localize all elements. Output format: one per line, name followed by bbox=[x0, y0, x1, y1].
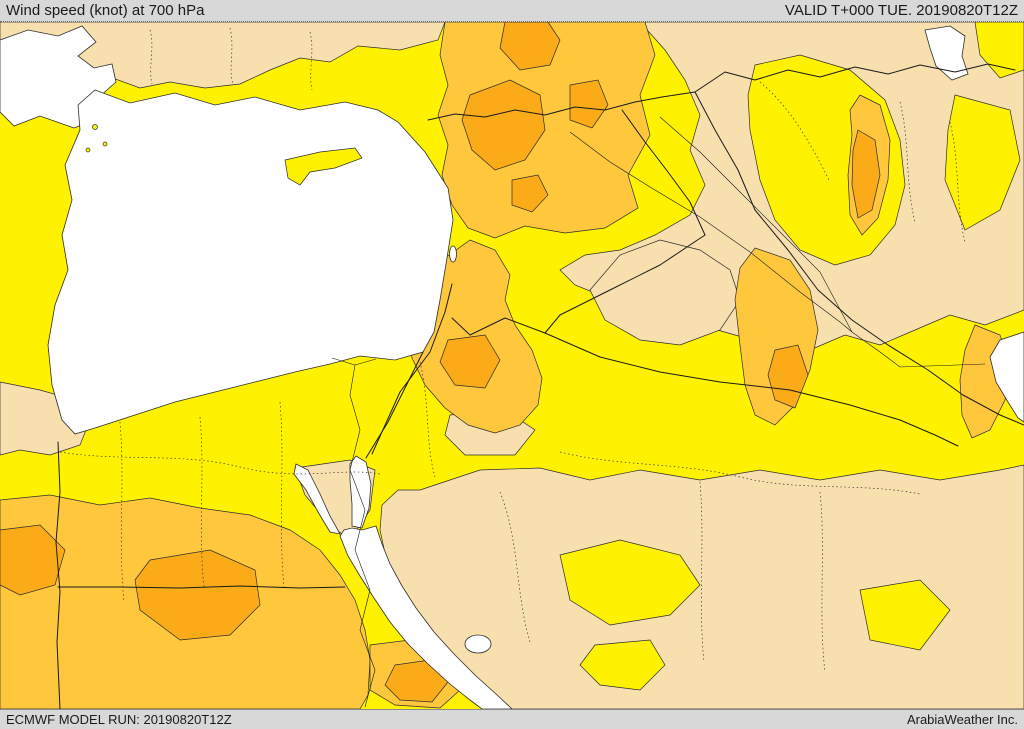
border-egypt-sudan bbox=[57, 585, 346, 589]
border-saudi-iraq bbox=[544, 332, 959, 447]
aegean-island bbox=[92, 124, 98, 130]
islands bbox=[85, 124, 363, 186]
border-jordan-saudi bbox=[451, 317, 546, 336]
red-sea bbox=[339, 525, 513, 709]
border-turkey-south bbox=[427, 91, 696, 121]
orange-core bbox=[461, 79, 546, 171]
gold-syria-region bbox=[437, 22, 656, 239]
persian-gulf bbox=[989, 331, 1024, 423]
border-egypt-libya bbox=[55, 441, 61, 709]
orange-core bbox=[134, 549, 261, 641]
admin-line bbox=[279, 401, 285, 588]
country-borders bbox=[55, 63, 1024, 709]
admin-line bbox=[229, 27, 234, 85]
admin-line bbox=[149, 29, 153, 85]
admin-line bbox=[119, 421, 125, 603]
orange-core bbox=[511, 174, 549, 213]
aegean-island bbox=[85, 147, 91, 153]
admin-line bbox=[419, 361, 436, 478]
valid-time-label: VALID T+000 TUE. 20190820T12Z bbox=[784, 2, 1018, 19]
admin-line bbox=[949, 121, 966, 243]
shatt-al-arab bbox=[851, 331, 986, 368]
credit-label: ArabiaWeather Inc. bbox=[906, 712, 1018, 727]
footer-bar: ECMWF MODEL RUN: 20190820T12Z ArabiaWeat… bbox=[0, 709, 1024, 729]
header-bar: Wind speed (knot) at 700 hPa VALID T+000… bbox=[0, 0, 1024, 22]
rivers bbox=[331, 116, 986, 708]
admin-line bbox=[499, 491, 531, 643]
red-sea-widening bbox=[464, 634, 492, 654]
orange-core bbox=[851, 129, 881, 219]
dead-sea bbox=[449, 245, 457, 263]
admin-line bbox=[309, 31, 313, 91]
cyprus-island bbox=[284, 147, 363, 186]
map-title: Wind speed (knot) at 700 hPa bbox=[6, 2, 205, 19]
wind-band-orange-cores bbox=[0, 22, 881, 703]
sea-regions bbox=[0, 25, 1024, 709]
admin-line bbox=[699, 481, 705, 663]
border-egypt-israel bbox=[365, 351, 424, 459]
border-iraq-jordan bbox=[544, 234, 706, 334]
yellow-patch bbox=[944, 94, 1021, 231]
aegean-island bbox=[102, 141, 108, 147]
orange-core bbox=[569, 79, 609, 129]
border-turkey-east bbox=[694, 63, 1016, 93]
nile-delta-branch bbox=[354, 358, 377, 366]
yellow-patch bbox=[559, 539, 701, 626]
admin-line bbox=[759, 81, 831, 183]
nile-river bbox=[349, 364, 376, 708]
orange-core bbox=[0, 524, 66, 596]
euphrates-river bbox=[569, 131, 853, 333]
border-iraq-iran bbox=[694, 91, 1024, 426]
admin-line bbox=[819, 491, 826, 673]
border-jordan-israel bbox=[371, 283, 453, 455]
wind-map-canvas bbox=[0, 22, 1024, 709]
nile-delta-branch bbox=[331, 357, 356, 366]
orange-core bbox=[439, 334, 501, 389]
model-run-label: ECMWF MODEL RUN: 20190820T12Z bbox=[6, 712, 232, 727]
border-syria-iraq bbox=[621, 109, 706, 236]
mediterranean-sea bbox=[47, 89, 454, 435]
tigris-river bbox=[659, 116, 853, 333]
gulf-of-suez bbox=[293, 463, 341, 535]
admin-boundaries bbox=[59, 27, 966, 673]
yellow-patch bbox=[579, 639, 666, 691]
yellow-patch bbox=[859, 579, 951, 651]
caspian-sea bbox=[924, 25, 969, 81]
yellow-patch bbox=[974, 22, 1024, 79]
admin-line bbox=[59, 451, 381, 475]
orange-core bbox=[499, 22, 561, 71]
admin-line bbox=[899, 101, 916, 223]
